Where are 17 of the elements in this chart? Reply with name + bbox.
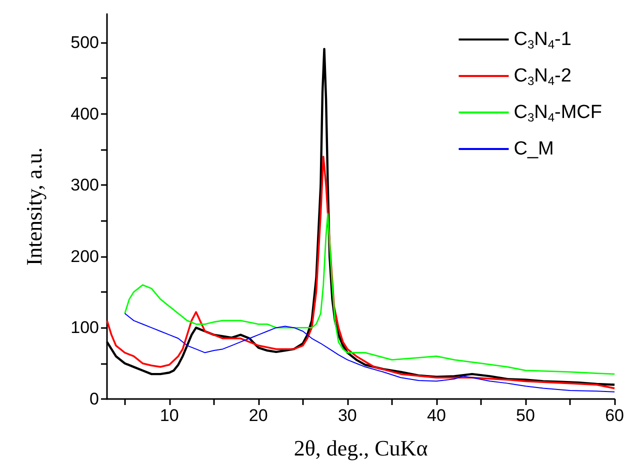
x-axis-title: 2θ, deg., CuKα bbox=[294, 436, 428, 460]
y-tick-label: 300 bbox=[70, 176, 99, 195]
y-tick-label: 200 bbox=[70, 246, 99, 266]
x-tick-label: 10 bbox=[160, 406, 179, 425]
y-tick-label: 0 bbox=[90, 390, 99, 408]
x-tick-label: 20 bbox=[248, 406, 268, 425]
y-tick-label: 100 bbox=[70, 318, 99, 338]
x-tick-label: 30 bbox=[338, 406, 357, 425]
y-tick-label: 500 bbox=[70, 33, 99, 52]
y-tick-label: 400 bbox=[70, 104, 99, 124]
y-axis-title: Intensity, a.u. bbox=[22, 147, 46, 266]
x-tick-label: 50 bbox=[516, 406, 535, 425]
line-series bbox=[124, 212, 616, 375]
legend-label: C_M bbox=[514, 138, 554, 160]
x-tick-label: 60 bbox=[605, 406, 624, 425]
x-tick-label: 40 bbox=[427, 406, 446, 425]
line-series bbox=[124, 312, 616, 392]
